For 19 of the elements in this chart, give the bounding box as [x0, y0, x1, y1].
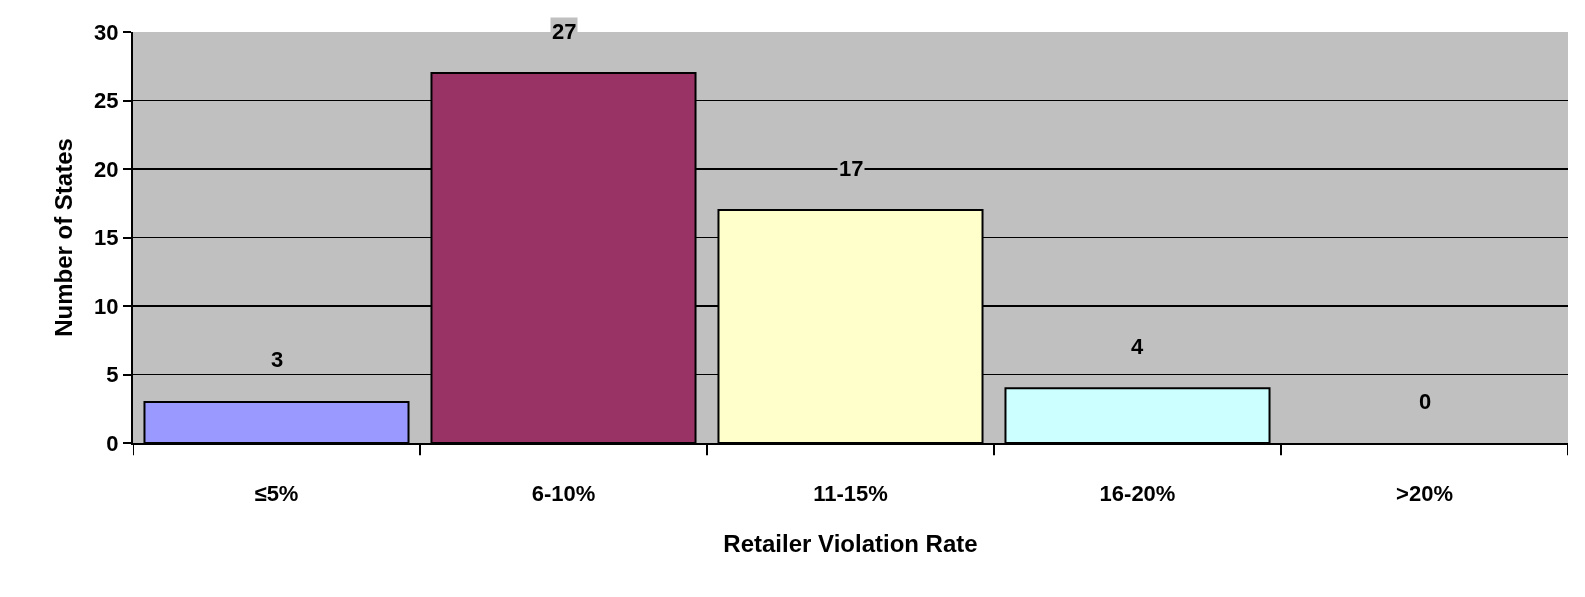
x-axis-title: Retailer Violation Rate: [723, 530, 978, 558]
y-tick-label: 30: [94, 19, 119, 45]
data-label: 0: [1419, 389, 1432, 414]
y-tick-label: 25: [94, 88, 119, 114]
y-tick-label: 5: [106, 362, 119, 388]
y-tick-label: 20: [94, 156, 119, 182]
x-tick-label: 16-20%: [1099, 481, 1176, 507]
x-tick-label: ≤5%: [254, 481, 299, 507]
data-label: 17: [839, 156, 864, 181]
y-axis-title: Number of States: [49, 138, 77, 337]
y-tick-label: 10: [94, 293, 119, 319]
x-tick-label: 11-15%: [813, 481, 888, 507]
y-tick-label: 15: [94, 225, 119, 251]
x-tick-label: >20%: [1396, 481, 1453, 507]
y-tick-label: 0: [106, 430, 119, 456]
data-label: 27: [552, 19, 577, 44]
data-label: 4: [1131, 334, 1144, 359]
data-label: 3: [271, 347, 284, 372]
x-tick-label: 6-10%: [531, 481, 596, 507]
